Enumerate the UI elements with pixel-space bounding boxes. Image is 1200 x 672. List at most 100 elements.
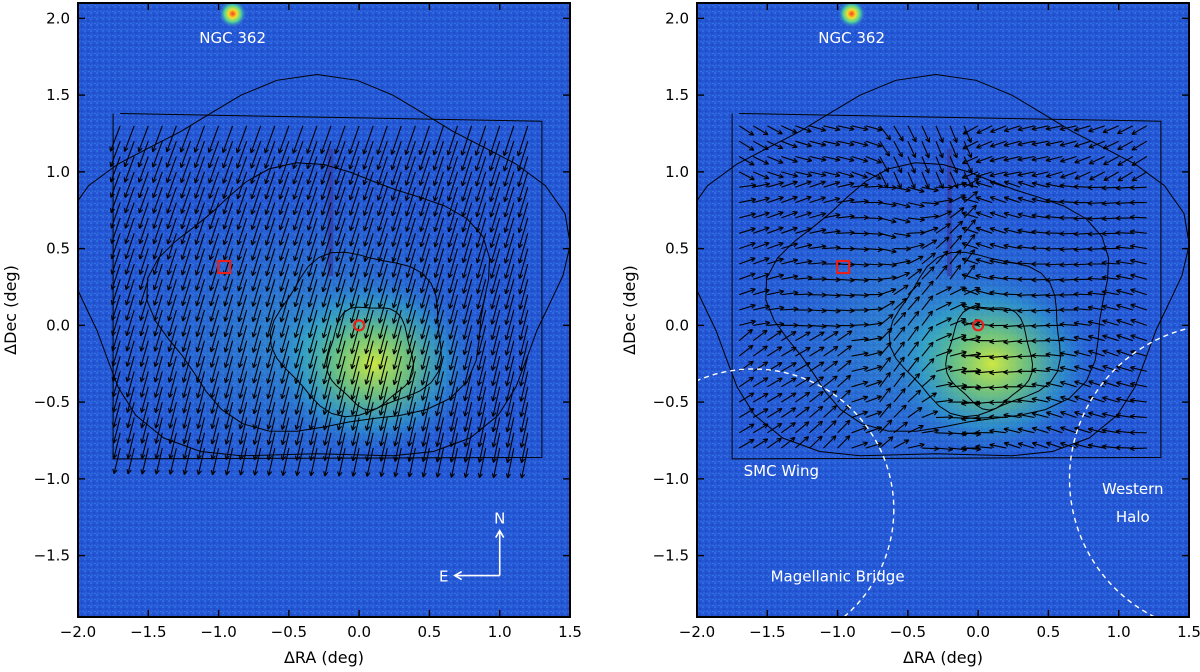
pm-vector [364,401,374,431]
pm-vector [1031,426,1049,434]
x-tick-label: −2.0 [679,623,715,641]
pm-vector [767,155,784,164]
pm-vector [753,288,770,296]
pm-vector [334,125,346,155]
pm-vector [837,140,855,147]
pm-vector [236,233,248,261]
pm-vector [125,386,135,413]
pm-vector [907,202,925,209]
pm-vector [491,401,501,433]
pm-vector [137,156,149,183]
pm-vector [111,401,121,429]
pm-vector [1115,244,1133,251]
pm-vector [280,447,290,476]
pm-vector [1045,352,1063,358]
pm-vector [337,447,346,477]
x-tick-label: −2.0 [60,623,96,641]
pm-vector [461,233,473,264]
pm-vector [504,355,515,387]
pm-vector [308,417,318,446]
pm-vector [907,255,924,265]
pm-vector [519,447,529,479]
pm-vector [419,233,430,263]
pm-vector [180,202,192,230]
pm-vector [921,428,939,434]
pm-vector [477,447,487,479]
annotation-label: NGC 362 [199,29,266,47]
pm-vector [419,279,430,309]
pm-vector [432,141,445,171]
pm-vector [449,432,459,463]
pm-vector [921,374,936,388]
field-boundary [112,113,543,460]
pm-vector [252,401,262,430]
pm-vector [434,325,445,355]
pm-vector [419,202,430,232]
pm-vector [335,217,346,247]
pm-vector [879,140,891,157]
pm-vector [294,371,304,400]
pm-vector [963,219,976,234]
pm-vector [390,187,402,217]
pm-vector [738,156,755,166]
pm-vector [781,226,798,234]
pm-vector [739,287,756,296]
pm-vector [180,248,192,276]
pm-vector [767,346,783,357]
pm-vector [1089,171,1105,181]
pm-vector [1101,304,1119,311]
pm-vector [1045,230,1063,236]
pm-vector [364,355,374,385]
pm-vector [323,447,332,477]
pm-vector [907,356,920,372]
pm-vector [505,447,515,479]
pm-vector [350,340,360,370]
pm-vector [893,217,911,224]
pm-vector [434,355,445,386]
pm-vector [350,417,360,447]
pm-vector [1060,171,1077,179]
pm-vector [907,242,925,250]
pm-vector [391,263,402,294]
pm-vector [1117,125,1134,135]
pm-vector [378,340,388,370]
pm-vector [1059,380,1077,388]
pm-vector [252,386,262,415]
pm-vector [194,156,206,184]
pm-vector [292,141,304,170]
y-tick-label: −1.5 [34,547,70,565]
pm-vector [809,331,825,342]
pm-vector [823,171,841,178]
pm-vector [488,141,501,172]
pm-vector [865,380,883,388]
pm-vector [391,279,402,309]
pm-vector [110,187,121,214]
pm-vector [124,187,135,214]
pm-vector [1087,216,1105,222]
pm-vector [363,279,374,309]
pm-vector [865,171,882,180]
pm-vector [963,190,979,204]
pm-vector [181,294,192,322]
pm-vector [752,156,770,165]
pm-vector [1073,215,1091,222]
pm-vector [404,125,416,156]
pm-vector [447,248,459,279]
pm-vector [1102,396,1119,403]
pm-vector [153,309,163,337]
pm-vector [462,294,473,325]
pm-vector [336,355,346,385]
pm-vector [879,217,897,224]
pm-vector [781,171,799,178]
pm-vector [278,187,290,216]
pm-vector [224,371,234,399]
pm-vector [348,202,360,232]
pm-vector [752,392,769,403]
pm-vector [364,340,374,370]
pm-vector [907,406,923,418]
pm-vector [321,309,332,339]
pm-vector [921,325,934,342]
pm-vector [1101,245,1119,252]
pm-vector [976,140,993,149]
